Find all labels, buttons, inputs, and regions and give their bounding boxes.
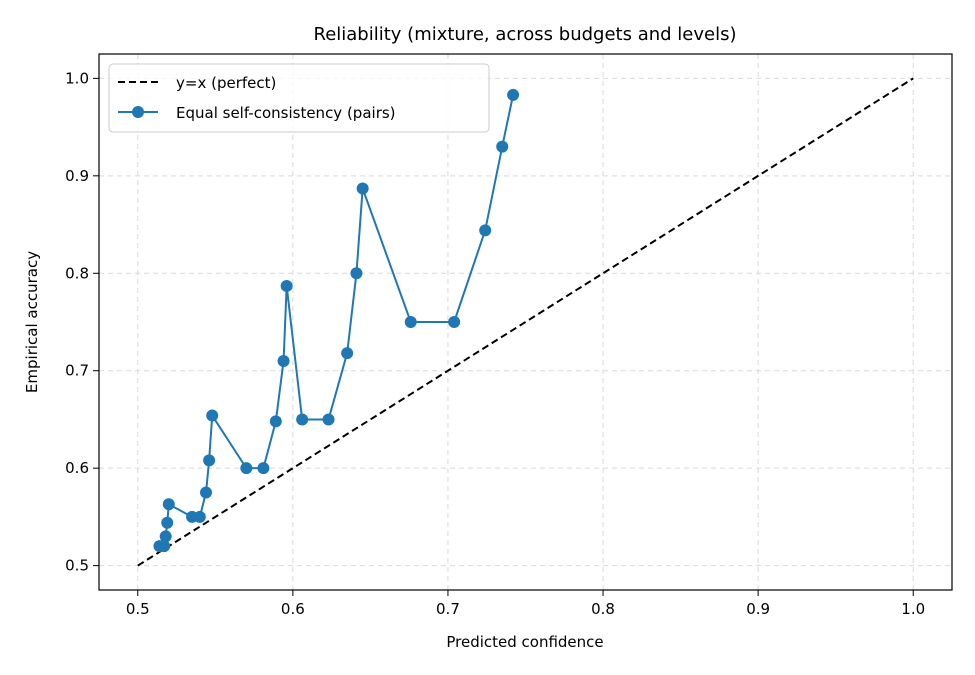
chart-title: Reliability (mixture, across budgets and… [314, 24, 737, 45]
y-tick-label: 0.9 [65, 167, 89, 185]
data-point [269, 415, 282, 428]
x-tick-label: 1.0 [901, 600, 925, 618]
x-axis-label: Predicted confidence [446, 633, 603, 651]
data-point [158, 540, 171, 553]
legend: y=x (perfect) Equal self-consistency (pa… [108, 63, 490, 133]
data-point [257, 462, 270, 475]
legend-label-self-consistency: Equal self-consistency (pairs) [176, 104, 396, 122]
y-tick-label: 0.6 [65, 459, 89, 477]
perfect-calibration-line [137, 77, 914, 567]
y-tick-label: 0.8 [65, 264, 89, 282]
y-tick-label: 0.5 [65, 557, 89, 575]
data-point [280, 279, 293, 292]
data-point [356, 182, 369, 195]
data-point [206, 409, 219, 422]
data-point [159, 530, 172, 543]
x-tick-label: 0.6 [281, 600, 305, 618]
y-axis-label: Empirical accuracy [23, 251, 41, 393]
data-point [448, 316, 461, 328]
data-point [296, 413, 309, 426]
grid-lines [99, 54, 952, 590]
x-tick-label: 0.9 [746, 600, 770, 618]
legend-box [108, 63, 490, 133]
data-point [240, 462, 253, 475]
data-point [404, 316, 417, 328]
plot-frame [98, 53, 953, 591]
data-point [479, 224, 492, 237]
data-point [193, 510, 206, 523]
data-point [161, 516, 174, 529]
data-point [350, 267, 363, 280]
data-point [277, 354, 290, 367]
legend-marker-self-consistency [132, 106, 144, 118]
y-tick-label: 0.7 [65, 362, 89, 380]
x-tick-label: 0.7 [436, 600, 460, 618]
x-tick-label: 0.5 [126, 600, 150, 618]
data-point [496, 140, 509, 153]
data-point [162, 498, 175, 511]
legend-label-perfect: y=x (perfect) [176, 74, 276, 92]
data-point [322, 413, 335, 426]
series-layer [137, 77, 914, 567]
x-tick-label: 0.8 [591, 600, 615, 618]
data-point [203, 454, 216, 467]
data-point [507, 88, 520, 101]
data-point [200, 486, 213, 499]
y-tick-label: 1.0 [65, 69, 89, 87]
data-point [341, 347, 354, 360]
axis-ticks: 0.5 0.6 0.7 0.8 0.9 1.0 0.5 0.6 0.7 0.8 0.9 1.0 [65, 69, 925, 618]
